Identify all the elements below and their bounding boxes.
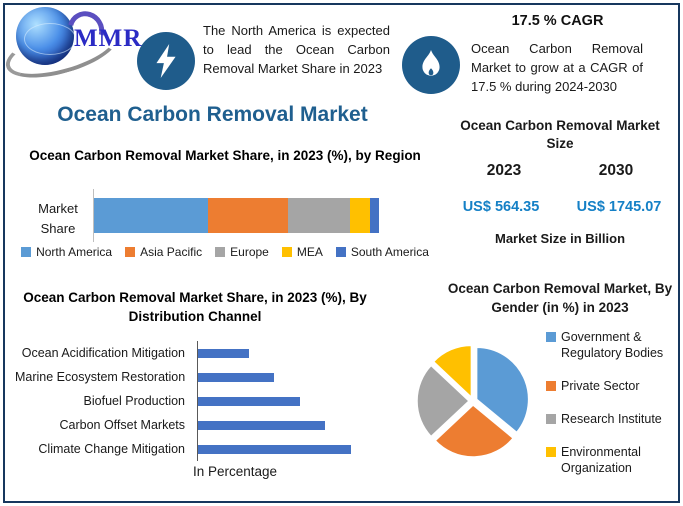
stacked-segment-europe <box>287 198 351 233</box>
legend-label: Private Sector <box>561 379 640 393</box>
market-size-years: 2023 2030 <box>448 162 672 180</box>
pie-slice-research-institute <box>416 364 471 438</box>
region-stacked-bar <box>94 198 379 233</box>
legend-item-europe: Europe <box>215 245 269 259</box>
legend-label: Environmental Organization <box>561 445 641 475</box>
stacked-segment-mea <box>350 198 371 233</box>
channel-label-marine-ecosystem-restoration: Marine Ecosystem Restoration <box>15 370 186 384</box>
flame-icon <box>402 36 460 94</box>
channel-row-climate-change-mitigation: Climate Change Mitigation <box>15 437 415 461</box>
year-end: 2030 <box>598 162 634 179</box>
region-chart-legend: North America Asia Pacific Europe MEA South … <box>10 245 440 259</box>
year-start: 2023 <box>486 162 522 179</box>
channel-bar-biofuel-production <box>198 396 300 406</box>
market-size-values: US$ 564.35 US$ 1745.07 <box>442 199 678 215</box>
channel-bar-chart: Ocean Acidification Mitigation Marine Eco… <box>15 341 415 461</box>
market-size-title: Ocean Carbon Removal Market Size <box>460 118 660 151</box>
channel-bar-carbon-offset-markets <box>198 420 326 430</box>
globe-icon <box>16 7 76 65</box>
cagr-title: 17.5 % CAGR <box>511 13 604 29</box>
channel-label-biofuel-production: Biofuel Production <box>83 394 185 408</box>
pie-slice-private-sector <box>434 403 515 458</box>
region-chart-axis <box>93 189 94 242</box>
channel-plot <box>197 413 376 437</box>
legend-swatch-mea <box>281 247 292 257</box>
stacked-segment-south-america <box>370 198 379 233</box>
channel-chart-title: Ocean Carbon Removal Market Share, in 20… <box>23 290 367 324</box>
legend-item-government-regulatory-bodies: Government & Regulatory Bodies <box>546 329 678 361</box>
channel-bar-climate-change-mitigation <box>198 444 351 454</box>
gender-pie-chart <box>416 344 530 458</box>
gender-chart-title: Ocean Carbon Removal Market, By Gender (… <box>447 281 673 315</box>
legend-swatch-south-america <box>335 247 346 257</box>
legend-item-north-america: North America <box>21 245 112 259</box>
channel-bar-marine-ecosystem-restoration <box>198 372 275 382</box>
legend-item-mea: MEA <box>281 245 323 259</box>
channel-label-ocean-acidification-mitigation: Ocean Acidification Mitigation <box>21 346 185 360</box>
legend-swatch-asia-pacific <box>125 247 136 257</box>
region-chart-title: Ocean Carbon Removal Market Share, in 20… <box>29 148 421 163</box>
channel-row-carbon-offset-markets: Carbon Offset Markets <box>15 413 415 437</box>
market-value-2023: US$ 564.35 <box>462 199 540 215</box>
mmr-logo: MMR <box>0 4 172 89</box>
legend-label: Research Institute <box>561 412 662 426</box>
legend-item-research-institute: Research Institute <box>546 411 678 427</box>
channel-chart-xlabel: In Percentage <box>192 464 278 479</box>
north-america-highlight-text: The North America is expected to lead th… <box>203 23 390 76</box>
page-title: Ocean Carbon Removal Market <box>57 103 368 126</box>
legend-swatch-research-institute <box>546 414 556 424</box>
market-value-2030: US$ 1745.07 <box>576 199 662 215</box>
channel-label-climate-change-mitigation: Climate Change Mitigation <box>38 442 185 456</box>
logo-text: MMR <box>74 25 143 52</box>
legend-swatch-environmental-organization <box>546 447 556 457</box>
legend-label: Government & Regulatory Bodies <box>561 330 664 360</box>
stacked-segment-asia-pacific <box>208 198 288 233</box>
channel-plot <box>197 389 376 413</box>
pie-slice-government-regulatory-bodies <box>475 346 530 434</box>
pie-slice-environmental-organization <box>432 344 473 400</box>
gender-chart-legend: Government & Regulatory Bodies Private Se… <box>546 329 678 476</box>
legend-swatch-private-sector <box>546 381 556 391</box>
globe-meridian <box>24 23 76 55</box>
region-chart-category-label: Market Share <box>38 201 78 236</box>
legend-label: South America <box>350 245 429 259</box>
legend-item-environmental-organization: Environmental Organization <box>546 444 678 476</box>
channel-plot <box>197 437 376 461</box>
channel-row-biofuel-production: Biofuel Production <box>15 389 415 413</box>
channel-plot <box>197 365 376 389</box>
legend-label: North America <box>36 245 113 259</box>
channel-plot <box>197 341 376 365</box>
legend-label: Asia Pacific <box>140 245 203 259</box>
legend-swatch-government-regulatory-bodies <box>546 332 556 342</box>
legend-item-south-america: South America <box>335 245 429 259</box>
channel-bar-ocean-acidification-mitigation <box>198 348 249 358</box>
legend-swatch-europe <box>215 247 226 257</box>
legend-swatch-north-america <box>21 247 32 257</box>
lightning-icon <box>137 32 195 90</box>
channel-row-marine-ecosystem-restoration: Marine Ecosystem Restoration <box>15 365 415 389</box>
stacked-segment-north-america <box>94 198 208 233</box>
outer-border <box>3 3 680 503</box>
cagr-description: Ocean Carbon Removal Market to grow at a… <box>471 41 643 94</box>
legend-item-private-sector: Private Sector <box>546 378 678 394</box>
legend-item-asia-pacific: Asia Pacific <box>125 245 202 259</box>
channel-row-ocean-acidification-mitigation: Ocean Acidification Mitigation <box>15 341 415 365</box>
legend-label: Europe <box>230 245 269 259</box>
legend-label: MEA <box>296 245 323 259</box>
channel-label-carbon-offset-markets: Carbon Offset Markets <box>59 418 185 432</box>
market-size-unit-note: Market Size in Billion <box>494 231 626 246</box>
